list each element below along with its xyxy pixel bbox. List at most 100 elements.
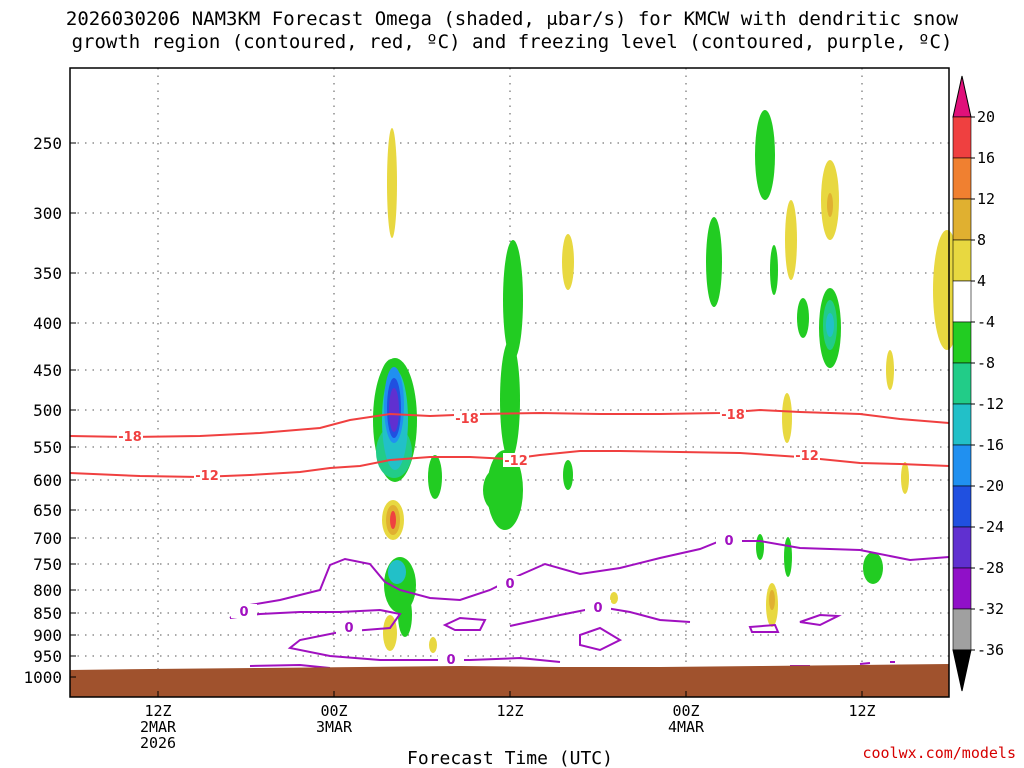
- colorbar-label: -24: [977, 518, 1004, 536]
- colorbar-top-triangle: [952, 75, 972, 118]
- colorbar: 20 16 12 8 4 -4 -8 -12 -16 -20 -24 -28 -32 -36: [952, 75, 1004, 692]
- colorbar-segment: [952, 321, 972, 364]
- terrain: [70, 664, 949, 697]
- colorbar-segment: [952, 403, 972, 446]
- y-tick-label: 250: [33, 134, 62, 153]
- contour-label: -18: [118, 430, 142, 445]
- omega-blob: [706, 217, 722, 307]
- y-tick-label: 950: [33, 647, 62, 666]
- colorbar-bottom-triangle: [952, 649, 972, 692]
- colorbar-segment: [952, 239, 972, 282]
- colorbar-segment: [952, 157, 972, 200]
- contour-line-minus18: [69, 408, 950, 439]
- colorbar-segment: [952, 116, 972, 159]
- y-tick-label: 600: [33, 471, 62, 490]
- contour-label-bg: [585, 600, 611, 614]
- y-tick-label: 850: [33, 604, 62, 623]
- contour-label-bg: [194, 468, 220, 482]
- colorbar-label: 4: [977, 272, 986, 290]
- y-tick-label: 300: [33, 204, 62, 223]
- omega-blob: [398, 593, 412, 637]
- y-tick-label: 750: [33, 555, 62, 574]
- colorbar-segment: [952, 362, 972, 405]
- colorbar-label: -16: [977, 436, 1004, 454]
- x-axis-label: Forecast Time (UTC): [407, 748, 613, 768]
- omega-blob: [784, 537, 792, 577]
- x-tick-label: 12Z: [848, 702, 875, 720]
- omega-blob: [785, 200, 797, 280]
- colorbar-segment: [952, 198, 972, 241]
- y-tick-label: 800: [33, 581, 62, 600]
- y-tick-label: 900: [33, 626, 62, 645]
- contour-label: 0: [505, 577, 514, 592]
- colorbar-label: -8: [977, 354, 995, 372]
- colorbar-label: 16: [977, 149, 995, 167]
- colorbar-label: -28: [977, 559, 1004, 577]
- omega-blob: [387, 128, 397, 238]
- y-tick-label: 350: [33, 264, 62, 283]
- omega-blob: [756, 534, 764, 560]
- contour-label: -12: [795, 449, 819, 464]
- y-tick-label: 400: [33, 314, 62, 333]
- contour-label-bg: [720, 407, 746, 421]
- contour-label: -18: [455, 412, 479, 427]
- colorbar-label: -36: [977, 641, 1004, 659]
- omega-blob: [610, 592, 618, 604]
- omega-blob: [769, 590, 775, 610]
- contour-line-zero-loop3: [748, 623, 780, 633]
- contour-label-bg: [336, 620, 362, 634]
- contour-label: -12: [504, 454, 528, 469]
- credit-text: coolwx.com/models: [862, 744, 1016, 762]
- omega-blob: [483, 470, 507, 510]
- y-tick-label: 550: [33, 438, 62, 457]
- omega-blob: [428, 455, 442, 499]
- colorbar-label: 8: [977, 231, 986, 249]
- contour-label: -18: [721, 408, 745, 423]
- contour-line-zero-mid: [509, 605, 691, 627]
- omega-blob: [390, 511, 396, 529]
- omega-blob: [886, 350, 894, 390]
- contour-line-zero-loop: [442, 616, 487, 631]
- contour-label-bg: [503, 453, 529, 467]
- colorbar-label: -32: [977, 600, 1004, 618]
- omega-blob: [863, 552, 883, 584]
- y-axis: 250 300 350 400 450 500 550 600 650 700 750 800 850 9…: [23, 134, 76, 687]
- contour-line-minus12: [69, 450, 950, 479]
- x-tick-label: 00Z: [320, 702, 347, 720]
- contour-label-bg: [454, 411, 480, 425]
- omega-blob: [388, 560, 406, 584]
- y-tick-label: 450: [33, 361, 62, 380]
- omega-blob: [827, 193, 833, 217]
- colorbar-segment: [952, 280, 972, 323]
- omega-blob: [770, 245, 778, 295]
- contour-label: -12: [195, 469, 219, 484]
- colorbar-segment: [952, 608, 972, 651]
- x-tick-label: 12Z: [496, 702, 523, 720]
- omega-blob: [901, 462, 909, 494]
- colorbar-segment: [952, 526, 972, 569]
- colorbar-segment: [952, 567, 972, 610]
- omega-blob: [389, 388, 399, 432]
- x-tick-label: 12Z: [144, 702, 171, 720]
- contour-label: 0: [239, 605, 248, 620]
- omega-blob: [782, 393, 792, 443]
- chart-title-line2: growth region (contoured, red, ºC) and f…: [72, 31, 953, 53]
- contour-label-bg: [497, 576, 523, 590]
- contour-line-zero-loop4: [799, 613, 842, 627]
- contour-lines: -18 -18 -18 -12 -12 -12 0 0 0 0 0 0: [69, 407, 950, 669]
- colorbar-segment: [952, 485, 972, 528]
- contour-label: 0: [446, 653, 455, 668]
- chart-title-line1: 2026030206 NAM3KM Forecast Omega (shaded…: [66, 8, 959, 30]
- y-tick-label: 650: [33, 501, 62, 520]
- omega-blob: [503, 240, 523, 360]
- contour-line-zero-loop2: [579, 626, 623, 652]
- x-tick-label: 00Z: [672, 702, 699, 720]
- omega-blob: [797, 298, 809, 338]
- y-tick-label: 1000: [23, 668, 62, 687]
- colorbar-segment: [952, 444, 972, 487]
- contour-label-bg: [794, 448, 820, 462]
- omega-blob: [429, 637, 437, 653]
- colorbar-label: 12: [977, 190, 995, 208]
- y-tick-label: 700: [33, 529, 62, 548]
